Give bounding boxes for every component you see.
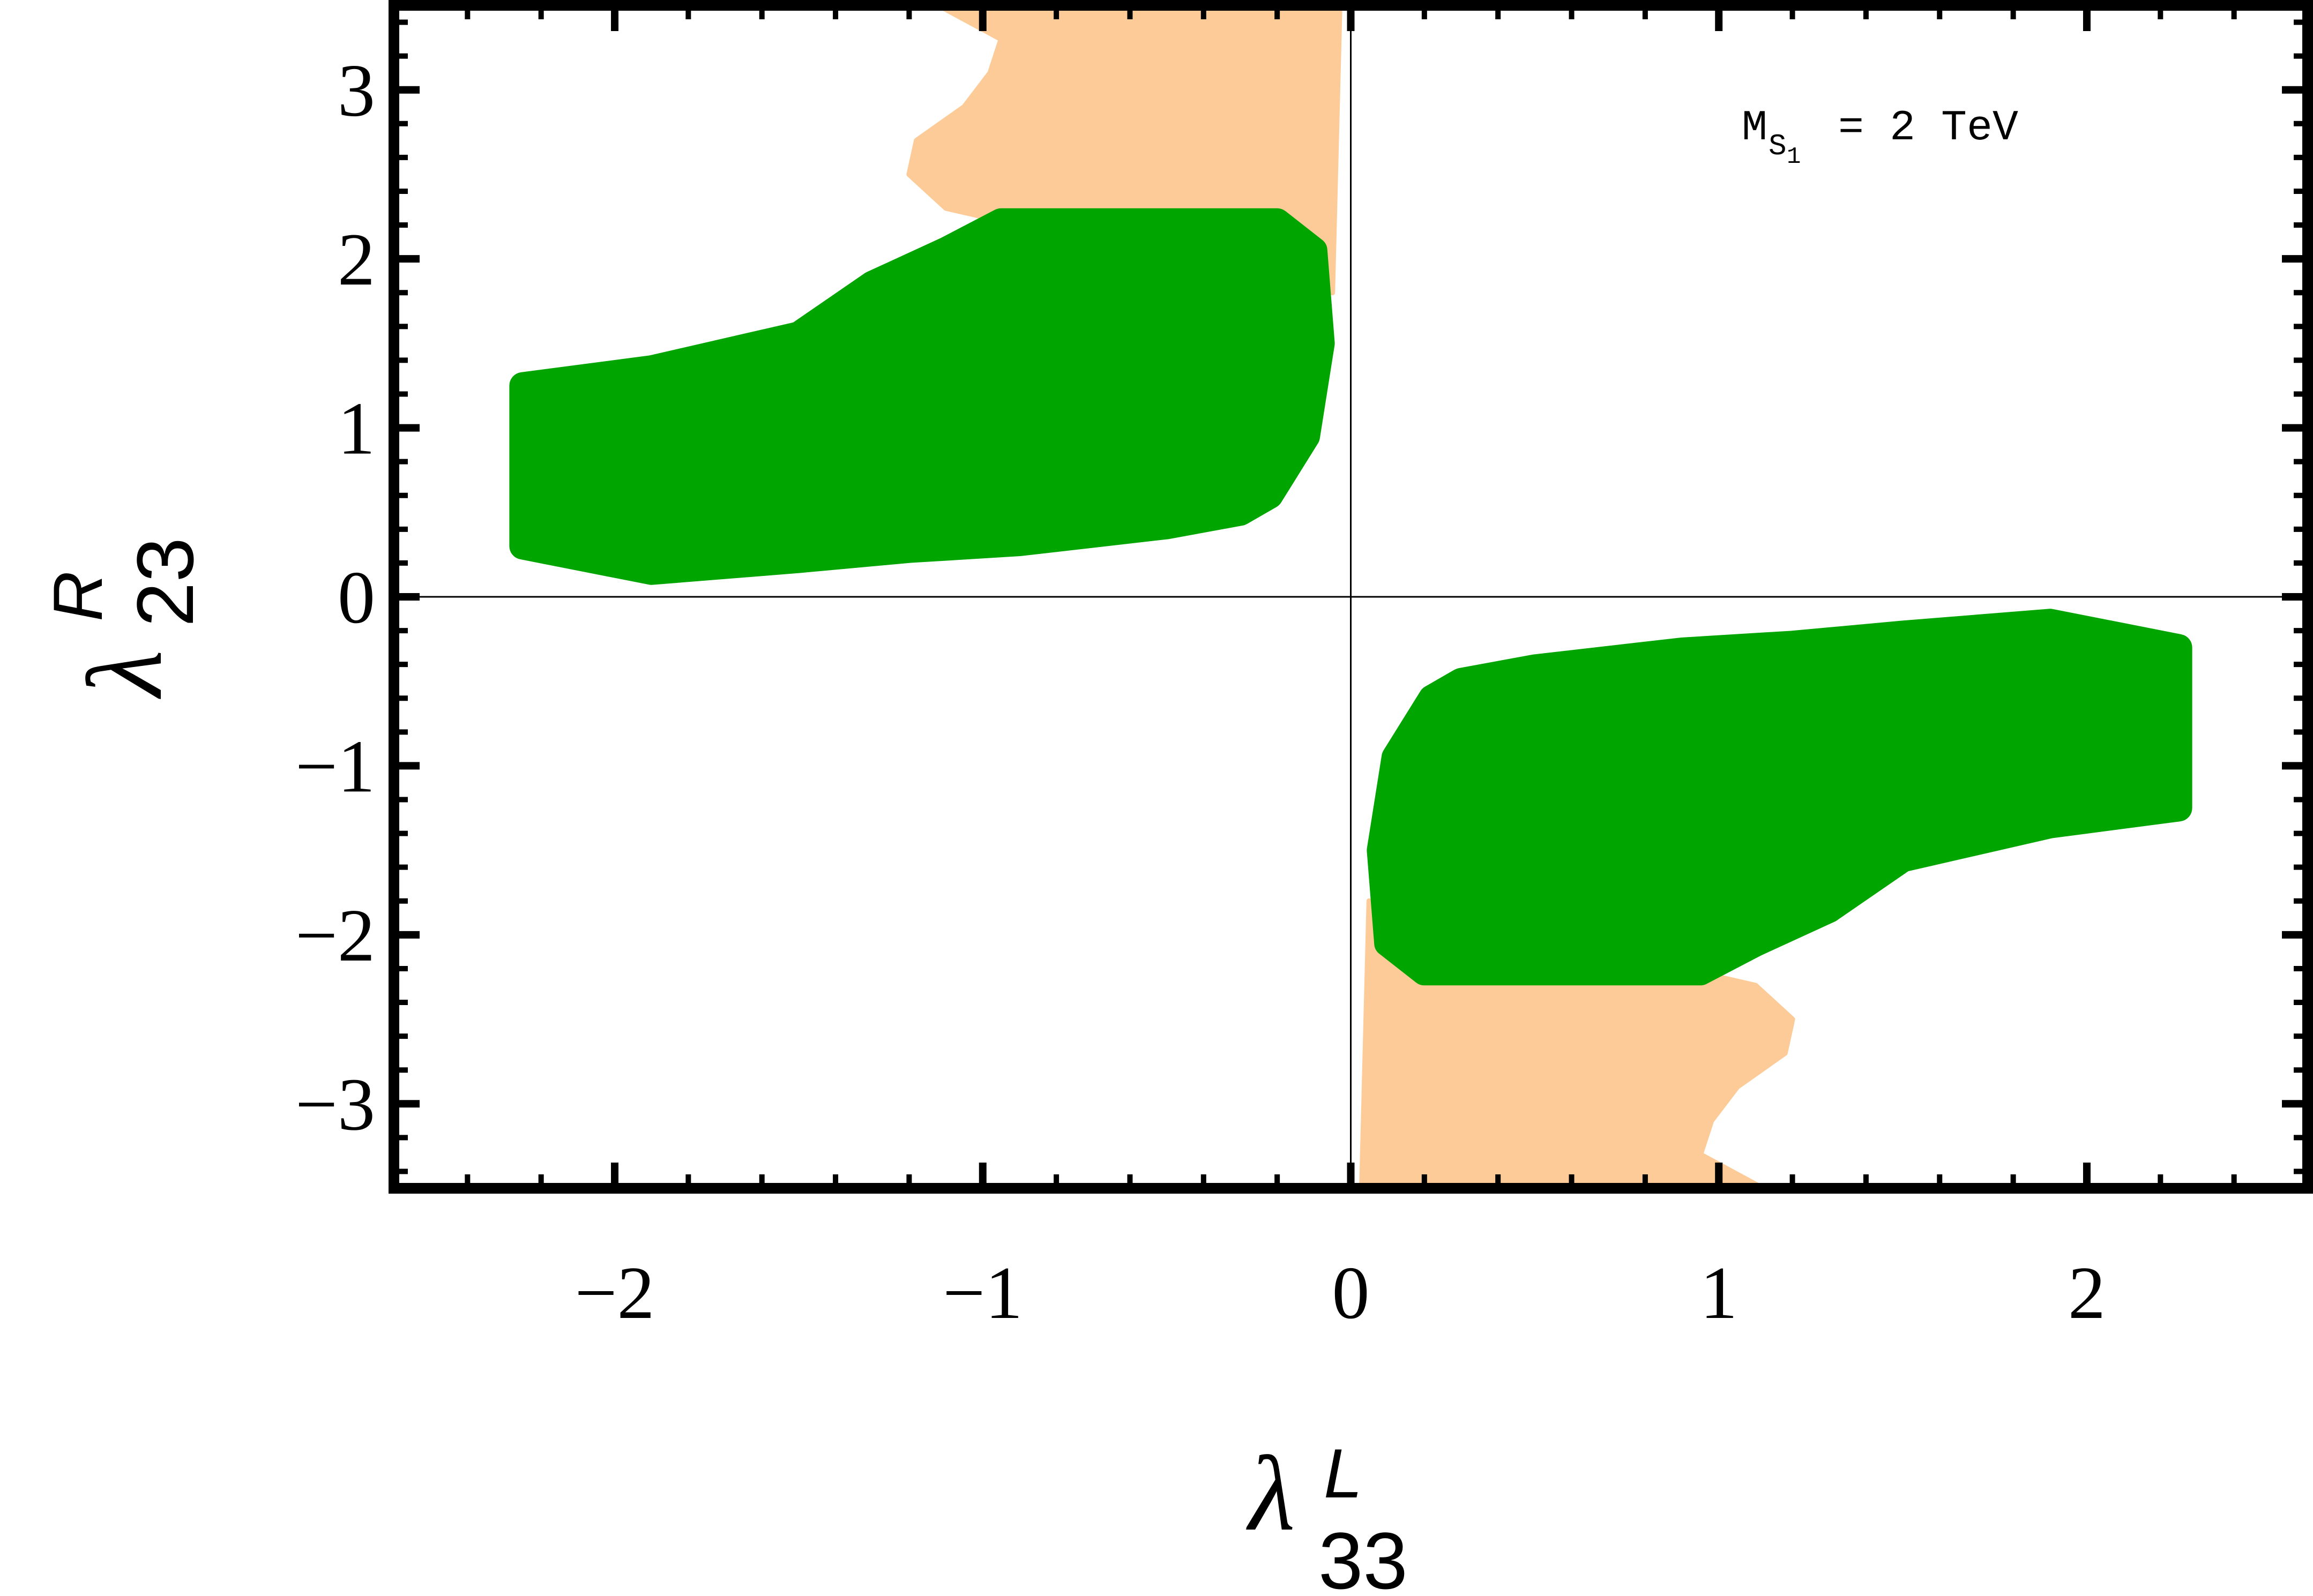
- y-axis-subscript: 23: [120, 537, 210, 627]
- plot-frame: [389, 0, 2313, 1194]
- y-axis-symbol: λ: [66, 650, 184, 699]
- x-axis-superscript: L: [1324, 1434, 1362, 1512]
- x-tick-label: −2: [575, 1252, 655, 1335]
- green-region-1: [509, 208, 1335, 585]
- y-axis-superscript: R: [39, 571, 117, 621]
- x-axis-title: λ 33 L: [1246, 1434, 1408, 1596]
- mass-annotation: M S 1 = 2 TeV: [1742, 104, 2018, 170]
- x-tick-label: 0: [1332, 1252, 1370, 1335]
- annotation-rest: = 2 TeV: [1838, 104, 2018, 153]
- annotation-subsub: 1: [1787, 144, 1801, 170]
- tick-labels: −2 −1 0 1 2 −3 −2 −1 0 1 2 3: [295, 49, 2106, 1335]
- x-tick-label: 2: [2068, 1252, 2106, 1335]
- zero-lines: [394, 5, 2308, 1188]
- x-axis-symbol: λ: [1246, 1435, 1295, 1553]
- y-tick-label: 0: [338, 556, 375, 639]
- x-tick-label: −1: [943, 1252, 1023, 1335]
- x-tick-label: 1: [1700, 1252, 1737, 1335]
- annotation-sub: S: [1769, 129, 1787, 163]
- y-tick-label: 2: [338, 218, 375, 301]
- annotation-main: M: [1742, 104, 1767, 153]
- y-tick-label: −3: [295, 1063, 375, 1146]
- green-region-2: [1367, 609, 2192, 986]
- y-tick-label: −1: [295, 725, 375, 808]
- y-tick-label: −2: [295, 894, 375, 977]
- y-tick-label: 3: [338, 49, 375, 132]
- y-axis-title: λ 23 R: [39, 537, 210, 699]
- regions-layer: [509, 5, 2192, 1188]
- x-axis-subscript: 33: [1318, 1516, 1408, 1596]
- y-tick-label: 1: [338, 387, 375, 470]
